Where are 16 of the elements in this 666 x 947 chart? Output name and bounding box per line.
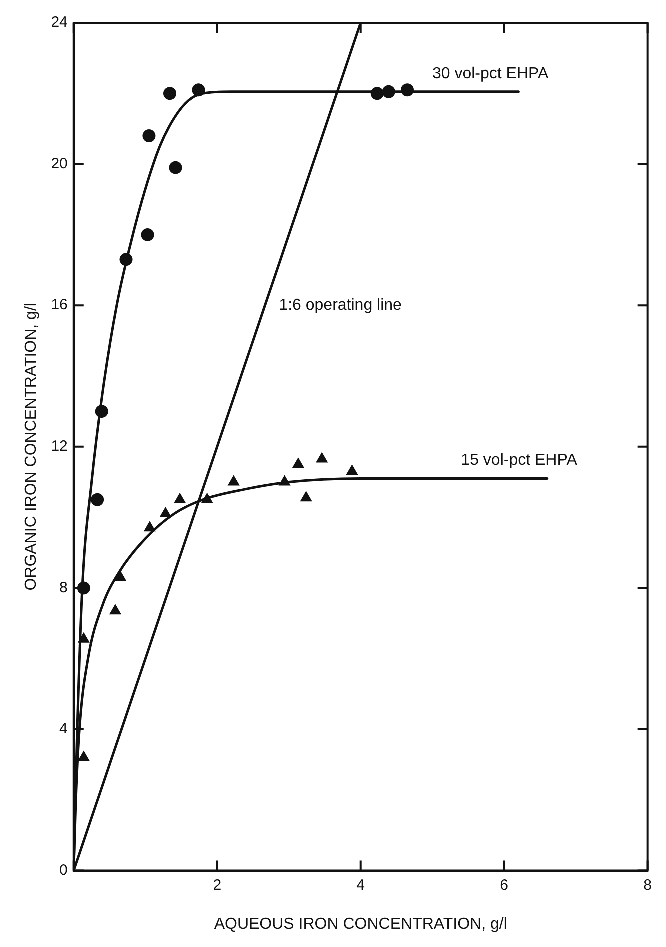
series-label: 30 vol-pct EHPA	[432, 65, 550, 82]
series-label: 15 vol-pct EHPA	[461, 452, 578, 470]
x-tick-label: 2	[213, 876, 222, 894]
y-tick-label: 0	[60, 862, 68, 879]
y-tick-label: 20	[51, 155, 68, 172]
y-tick-label: 12	[51, 438, 68, 456]
x-tick-label: 6	[500, 876, 509, 894]
y-tick-label: 24	[51, 14, 68, 32]
series-label: 1:6 operating line	[279, 297, 402, 314]
y-tick-label: 4	[60, 720, 68, 738]
x-tick-label: 8	[644, 876, 652, 894]
y-axis-title: ORGANIC IRON CONCENTRATION, g/l	[23, 303, 40, 591]
y-tick-label: 8	[60, 579, 68, 596]
x-tick-label: 4	[356, 876, 366, 894]
x-axis-title: AQUEOUS IRON CONCENTRATION, g/l	[214, 916, 508, 933]
y-tick-label: 16	[51, 296, 68, 314]
